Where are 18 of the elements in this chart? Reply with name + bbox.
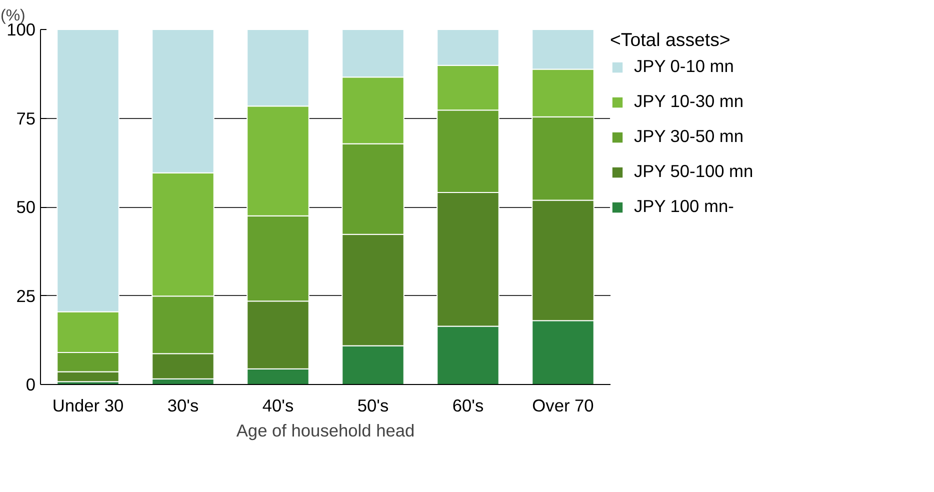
legend-label: JPY 10-30 mn (634, 91, 744, 112)
legend-label: JPY 30-50 mn (634, 126, 744, 147)
legend-label: JPY 0-10 mn (634, 56, 734, 77)
legend-label: JPY 50-100 mn (634, 161, 754, 182)
x-tick-label: 50's (357, 396, 389, 416)
y-axis-title: (%) (0, 8, 26, 24)
x-tick-label: Under 30 (52, 396, 124, 416)
x-axis-title: Age of household head (236, 420, 415, 440)
y-tick-label: 75 (16, 108, 36, 128)
x-tick-label: 40's (262, 396, 294, 416)
legend-title: <Total assets> (610, 29, 732, 51)
y-tick-label: 25 (16, 286, 36, 306)
x-tick-label: 30's (167, 396, 199, 416)
legend-label: JPY 100 mn- (634, 196, 734, 217)
y-tick-label: 50 (16, 197, 36, 217)
x-tick-label: 60's (452, 396, 484, 416)
x-tick-label: Over 70 (532, 396, 594, 416)
y-tick-label: 0 (26, 374, 36, 394)
